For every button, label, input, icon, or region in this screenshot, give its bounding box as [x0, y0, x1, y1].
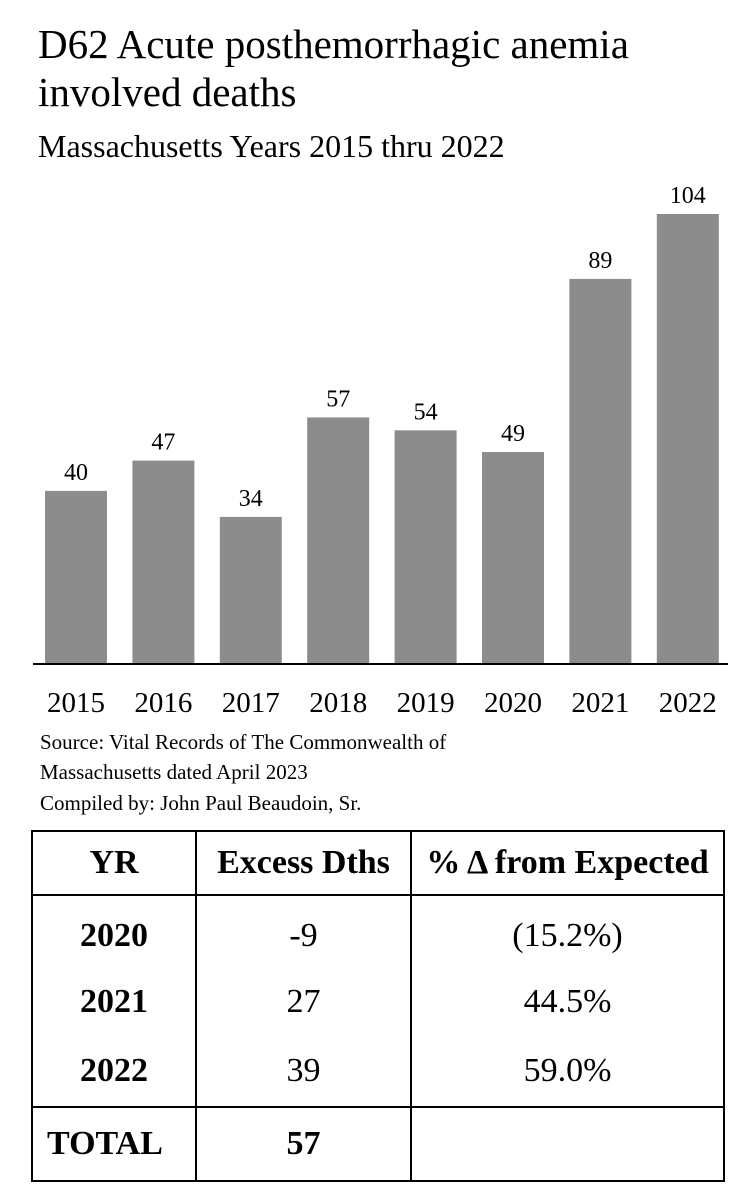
source-note-line-2: Massachusetts dated April 2023	[40, 760, 308, 784]
bar-2018	[307, 417, 370, 664]
data-label-2017: 34	[239, 486, 263, 512]
source-note-line-1: Source: Vital Records of The Commonwealt…	[40, 730, 447, 754]
bar-2020	[482, 452, 544, 664]
row-percent-change: 59.0%	[410, 1036, 725, 1107]
total-percent-empty	[411, 1106, 725, 1182]
x-tick-label-2018: 2018	[309, 687, 367, 719]
data-label-2021: 89	[588, 248, 612, 274]
bar-2017	[219, 516, 282, 664]
data-label-2018: 57	[326, 386, 350, 412]
header-yr: YR	[31, 830, 197, 896]
row-percent-change: 44.5%	[410, 968, 725, 1036]
table-row: 2020 -9 (15.2%)	[31, 895, 725, 968]
x-tick-label-2021: 2021	[571, 687, 629, 719]
data-label-2016: 47	[151, 430, 175, 456]
chart-title: D62 Acute posthemorrhagic anemia involve…	[38, 21, 629, 115]
table-header-row: YR Excess Dths % Δ from Expected	[31, 830, 725, 896]
total-value: 57	[195, 1106, 412, 1182]
bar-2015	[45, 490, 107, 664]
bar-2019	[394, 430, 457, 664]
header-percent-change: % Δ from Expected	[410, 830, 725, 896]
data-label-2022: 104	[670, 183, 706, 209]
table-total-row: TOTAL 57	[31, 1106, 725, 1182]
row-excess-deaths: -9	[195, 895, 412, 968]
x-tick-label-2015: 2015	[47, 687, 105, 719]
bar-2021	[569, 278, 632, 664]
table-row: 2021 27 44.5%	[31, 968, 725, 1036]
excess-deaths-table: YR Excess Dths % Δ from Expected 2020 -9…	[31, 830, 725, 1182]
row-percent-change: (15.2%)	[410, 895, 725, 968]
row-year: 2022	[31, 1036, 197, 1107]
compiled-by-note: Compiled by: John Paul Beaudoin, Sr.	[40, 791, 362, 815]
data-label-2019: 54	[414, 399, 438, 425]
x-tick-label-2017: 2017	[222, 687, 280, 719]
x-tick-label-2022: 2022	[659, 687, 717, 719]
table-row: 2022 39 59.0%	[31, 1036, 725, 1107]
x-tick-label-2019: 2019	[397, 687, 455, 719]
row-excess-deaths: 27	[195, 968, 412, 1036]
data-label-2020: 49	[501, 421, 525, 447]
x-tick-label-2020: 2020	[484, 687, 542, 719]
bar-2016	[132, 460, 195, 664]
bar-2022	[656, 214, 719, 664]
data-label-2015: 40	[64, 460, 88, 486]
row-year: 2021	[31, 968, 197, 1036]
row-year: 2020	[31, 895, 197, 968]
chart-subtitle: Massachusetts Years 2015 thru 2022	[38, 128, 505, 164]
total-label: TOTAL	[31, 1106, 197, 1182]
x-tick-label-2016: 2016	[134, 687, 192, 719]
row-excess-deaths: 39	[195, 1036, 412, 1107]
bar-chart: 40 2015 47 2016 34 2017 57 2018 54 2019 49 2020 89 20…	[33, 183, 728, 719]
header-excess-deaths: Excess Dths	[195, 830, 412, 896]
